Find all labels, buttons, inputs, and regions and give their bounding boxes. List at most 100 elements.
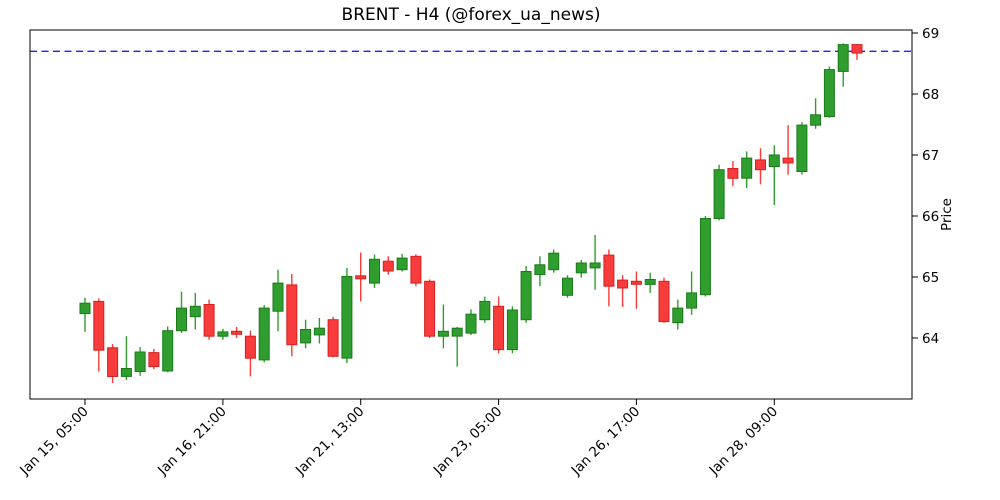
candle-up — [479, 296, 491, 323]
candle-body — [148, 352, 160, 368]
candle-up — [272, 269, 284, 332]
candle-up — [837, 43, 849, 87]
candle-body — [617, 279, 629, 289]
candle-body — [286, 284, 298, 346]
x-tick-label: Jan 23, 05:00 — [430, 404, 506, 480]
candle-body — [534, 264, 546, 276]
x-tick-label: Jan 26, 17:00 — [568, 404, 644, 480]
candle-body — [699, 218, 711, 296]
candle-body — [823, 69, 835, 118]
candle-down — [782, 125, 794, 175]
candle-body — [672, 307, 684, 324]
candle-body — [768, 154, 780, 168]
candle-body — [93, 300, 105, 351]
x-axis-ticks: Jan 15, 05:00 Jan 16, 21:00 Jan 21, 13:00 J… — [16, 399, 781, 479]
candle-body — [120, 368, 132, 377]
candle-body — [741, 157, 753, 179]
candle-body — [630, 280, 642, 285]
y-axis-label: Price — [939, 198, 955, 231]
candle-up — [396, 253, 408, 272]
candle-body — [410, 255, 422, 284]
candle-down — [603, 249, 615, 307]
candle-body — [548, 252, 560, 271]
candle-body — [520, 271, 532, 321]
candle-up — [713, 164, 725, 221]
candle-body — [355, 275, 367, 280]
candle-body — [493, 305, 505, 351]
candle-body — [603, 254, 615, 287]
candle-body — [203, 304, 215, 337]
candle-down — [327, 316, 339, 358]
x-tick-label: Jan 28, 09:00 — [706, 404, 782, 480]
x-tick-label: Jan 21, 13:00 — [292, 404, 368, 480]
y-axis-ticks: 64 65 66 67 68 69 — [912, 26, 939, 347]
candle-up — [575, 259, 587, 278]
candle-down — [755, 148, 766, 185]
candle-body — [451, 327, 463, 337]
candle-up — [796, 122, 808, 175]
candle-body — [369, 258, 380, 284]
y-tick-label: 68 — [922, 87, 939, 103]
y-tick-label: 65 — [922, 270, 939, 286]
candle-down — [93, 298, 105, 372]
candle-body — [272, 282, 284, 312]
candle-up — [258, 305, 270, 363]
candle-body — [396, 257, 408, 271]
candles-layer — [79, 43, 863, 384]
candle-body — [589, 262, 601, 269]
candle-body — [506, 309, 518, 351]
candle-body — [755, 159, 766, 171]
y-tick-label: 64 — [922, 331, 939, 347]
candle-body — [162, 330, 174, 372]
candle-up — [79, 297, 91, 332]
candle-down — [231, 327, 243, 338]
candle-up — [699, 216, 711, 297]
candle-body — [134, 351, 146, 372]
candle-body — [562, 277, 573, 296]
candle-up — [741, 151, 753, 188]
candle-body — [575, 262, 587, 274]
candle-body — [479, 300, 491, 321]
candle-down — [630, 271, 642, 309]
candle-up — [300, 319, 312, 349]
candle-body — [465, 313, 477, 334]
candle-up — [369, 254, 380, 288]
candle-body — [327, 319, 339, 357]
x-tick-label: Jan 15, 05:00 — [16, 404, 92, 480]
candle-up — [672, 299, 684, 330]
candle-down — [851, 44, 863, 60]
candle-body — [713, 169, 725, 219]
candle-up — [189, 292, 201, 330]
candle-body — [258, 307, 270, 361]
candle-body — [810, 114, 822, 126]
candle-up — [217, 328, 229, 340]
candle-down — [382, 256, 394, 275]
candle-up — [162, 326, 174, 373]
candle-up — [465, 309, 477, 335]
candle-up — [506, 306, 518, 354]
candle-down — [107, 344, 119, 384]
candle-body — [313, 327, 325, 336]
candle-body — [837, 44, 849, 72]
candle-body — [217, 331, 229, 337]
candle-up — [548, 249, 560, 273]
candle-body — [79, 302, 91, 315]
candle-up — [134, 347, 146, 376]
candle-body — [644, 279, 656, 285]
candle-down — [148, 349, 160, 370]
candle-up — [437, 304, 449, 349]
candle-down — [424, 279, 436, 338]
candle-up — [313, 317, 325, 344]
candle-down — [617, 275, 629, 307]
candle-body — [231, 330, 243, 335]
candle-up — [534, 256, 546, 287]
candle-body — [437, 330, 449, 337]
candle-down — [355, 252, 367, 302]
candle-body — [727, 168, 739, 179]
candle-body — [341, 275, 353, 359]
candle-body — [244, 335, 256, 359]
candle-down — [244, 330, 256, 377]
candle-body — [658, 280, 670, 323]
candle-up — [341, 267, 353, 363]
